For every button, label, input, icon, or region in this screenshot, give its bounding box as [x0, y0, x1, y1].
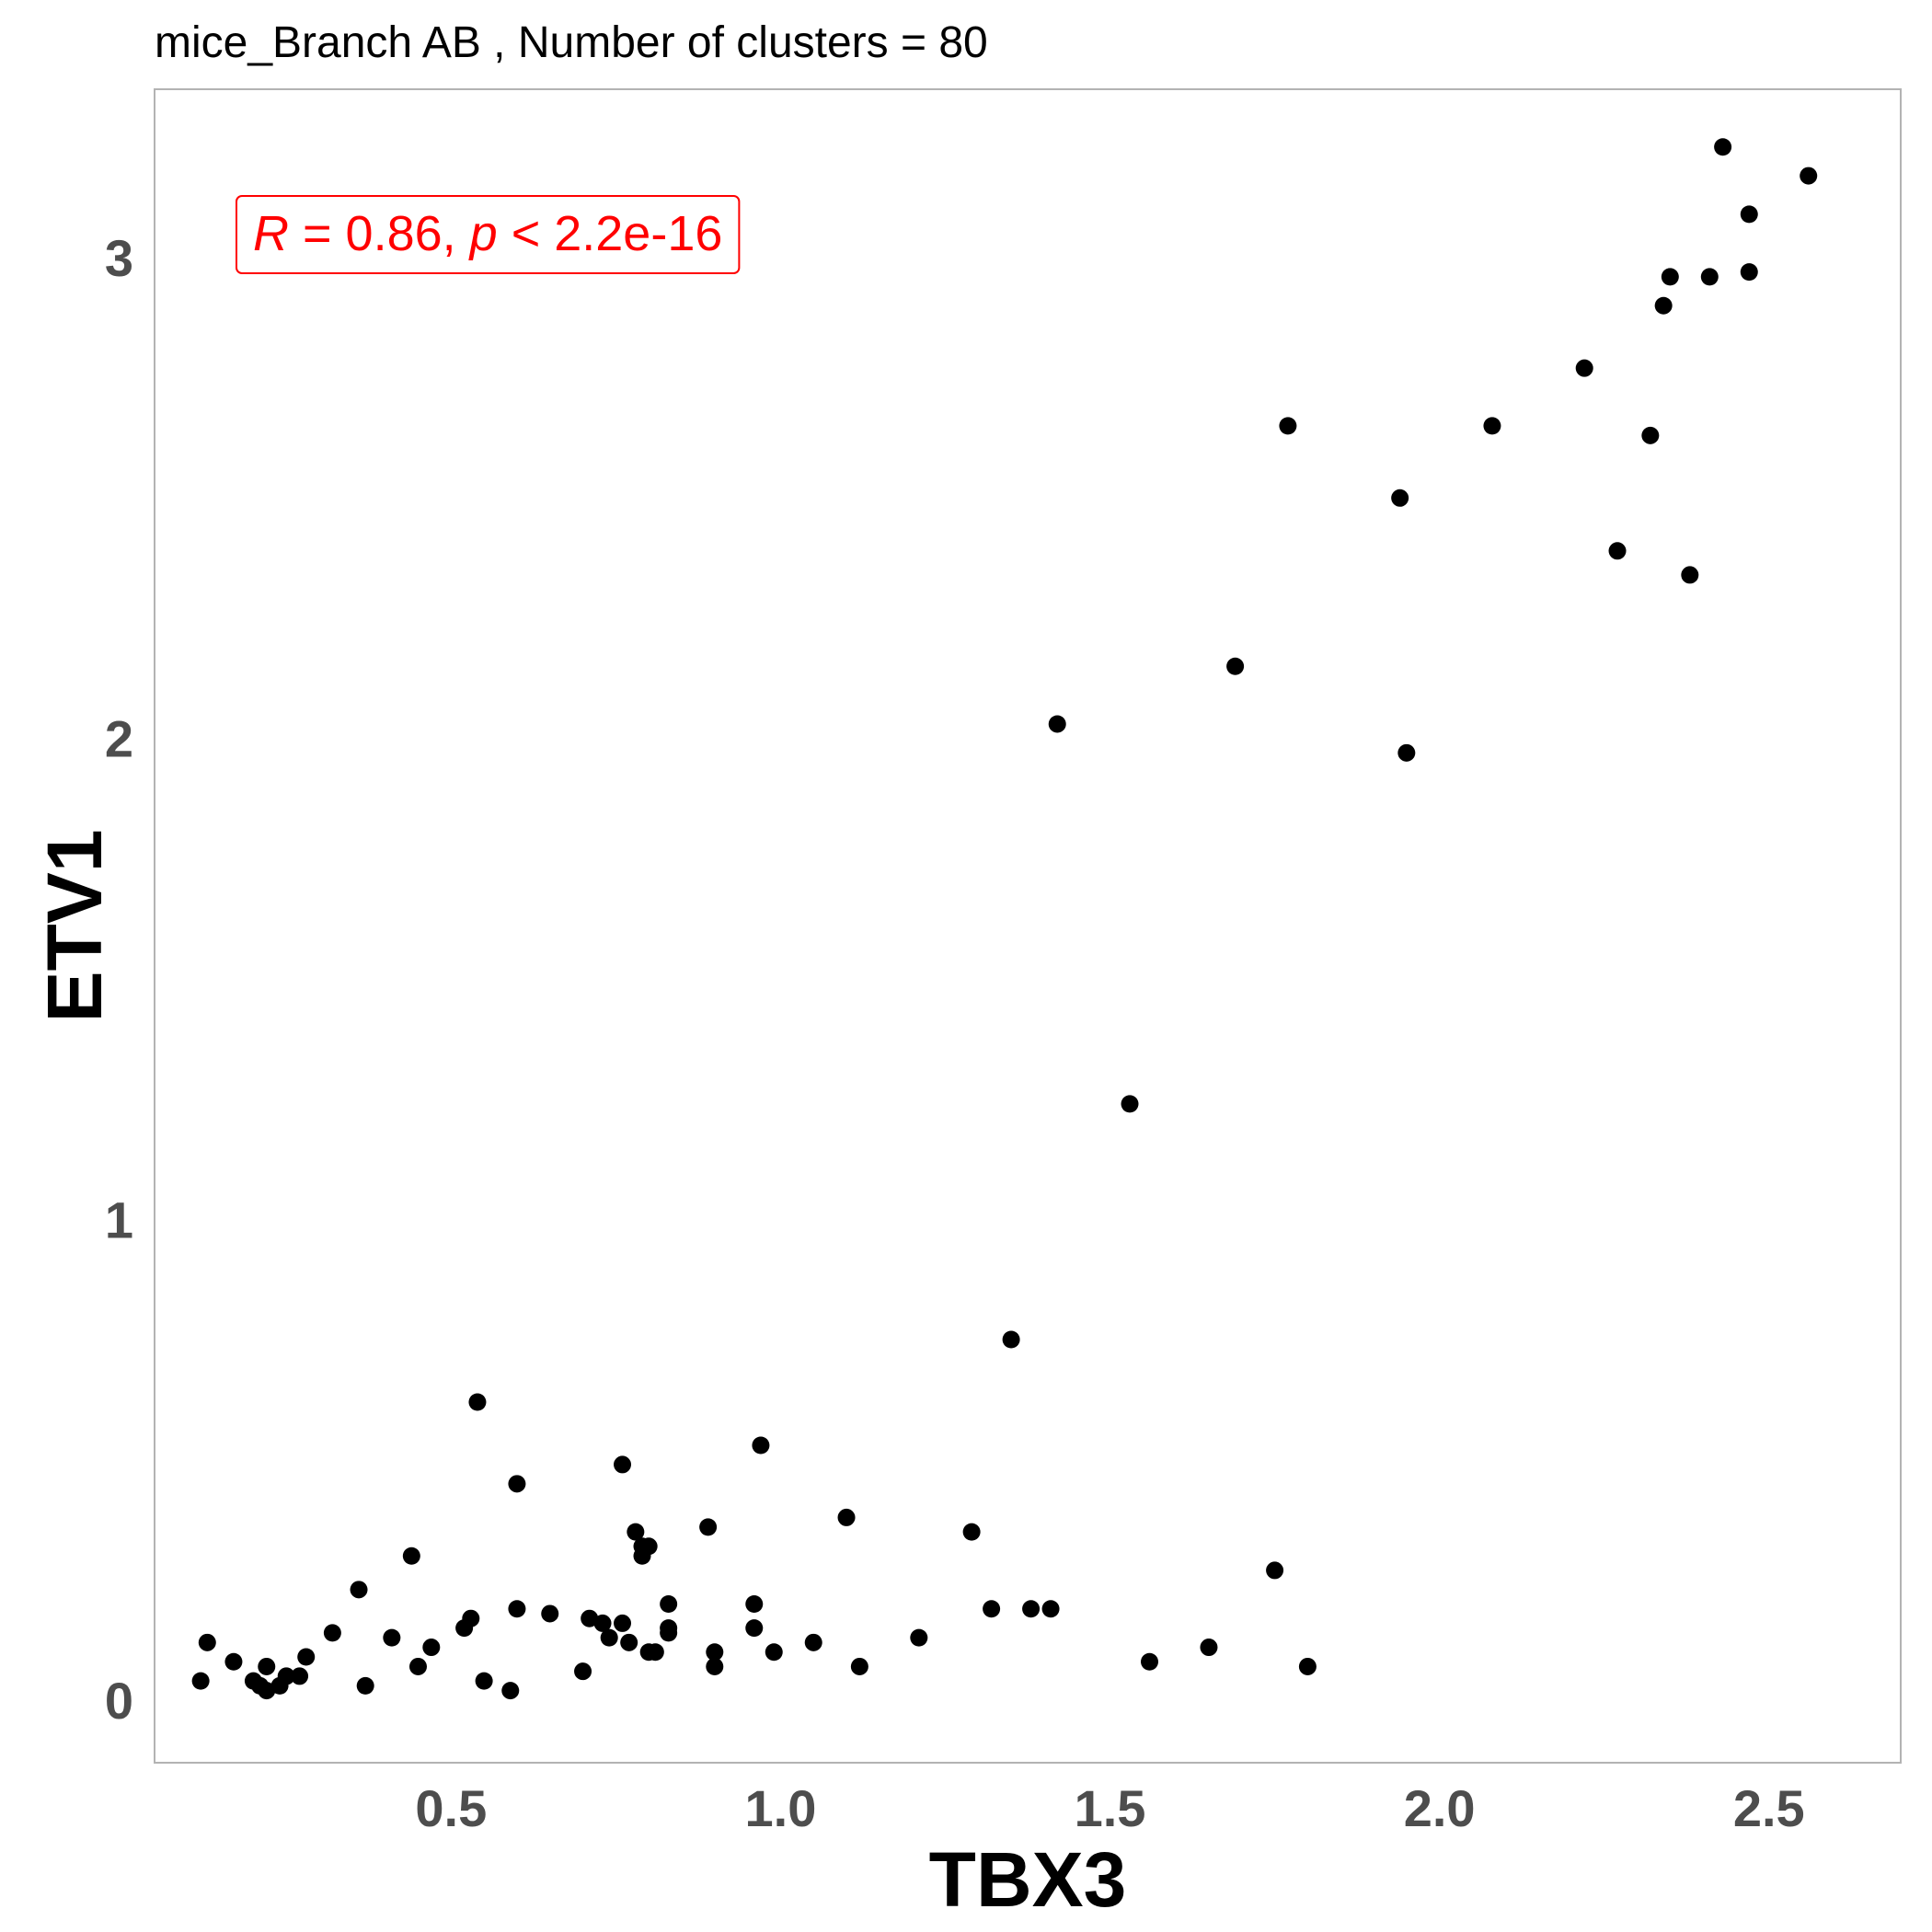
data-point	[1681, 566, 1699, 584]
r-symbol: R	[253, 206, 289, 261]
data-point	[850, 1657, 868, 1675]
data-point	[508, 1475, 526, 1493]
data-points	[191, 138, 1818, 1700]
data-point	[541, 1604, 559, 1623]
correlation-annotation: R = 0.86, p < 2.2e-16	[236, 195, 741, 274]
data-point	[291, 1667, 309, 1685]
data-point	[1740, 205, 1758, 224]
data-point	[1200, 1639, 1218, 1657]
data-point	[383, 1628, 401, 1647]
data-point	[224, 1652, 243, 1671]
data-point	[1041, 1600, 1060, 1618]
x-axis-title: TBX3	[929, 1836, 1127, 1923]
data-point	[1022, 1600, 1041, 1618]
data-point	[356, 1676, 374, 1695]
data-point	[501, 1682, 520, 1700]
annotation-text: R = 0.86, p < 2.2e-16	[253, 206, 722, 261]
data-point	[660, 1595, 678, 1614]
data-point	[191, 1672, 210, 1690]
y-tick-label: 0	[105, 1672, 133, 1730]
data-point	[198, 1633, 216, 1651]
data-point	[1048, 715, 1066, 733]
data-point	[627, 1523, 645, 1541]
data-point	[1700, 268, 1719, 286]
data-point	[350, 1581, 368, 1599]
data-point	[706, 1643, 724, 1662]
data-point	[600, 1628, 618, 1647]
x-tick-label: 1.5	[1075, 1779, 1146, 1837]
data-point	[1483, 417, 1501, 435]
x-tick-label: 1.0	[744, 1779, 816, 1837]
y-tick-label: 1	[105, 1190, 133, 1248]
y-tick-label: 3	[105, 229, 133, 287]
x-tick-label: 2.5	[1733, 1779, 1805, 1837]
data-point	[1654, 296, 1673, 315]
data-point	[297, 1648, 316, 1666]
data-point	[1800, 167, 1818, 185]
p-symbol: p	[468, 206, 498, 261]
data-point	[660, 1624, 678, 1642]
data-point	[837, 1508, 856, 1526]
data-point	[581, 1609, 599, 1627]
data-point	[1397, 743, 1416, 762]
data-point	[1714, 138, 1732, 156]
data-point	[1608, 542, 1627, 560]
data-point	[574, 1662, 592, 1681]
y-tick-label: 2	[105, 710, 133, 768]
data-point	[614, 1455, 632, 1474]
x-tick-label: 2.0	[1404, 1779, 1476, 1837]
y-axis-ticks: 0 1 2 3	[105, 229, 133, 1730]
data-point	[765, 1643, 783, 1662]
data-point	[646, 1643, 664, 1662]
data-point	[1740, 263, 1758, 282]
x-axis-ticks: 0.5 1.0 1.5 2.0 2.5	[415, 1779, 1804, 1837]
data-point	[455, 1619, 474, 1638]
data-point	[258, 1682, 276, 1700]
annotation-box	[236, 195, 741, 274]
data-point	[270, 1676, 289, 1695]
r-value: = 0.86,	[289, 206, 470, 261]
data-point	[745, 1619, 764, 1638]
data-point	[422, 1639, 441, 1657]
data-point	[983, 1600, 1001, 1618]
data-point	[402, 1547, 420, 1565]
data-point	[1121, 1095, 1139, 1113]
data-point	[1298, 1657, 1317, 1675]
data-point	[1002, 1330, 1020, 1349]
data-point	[614, 1614, 632, 1632]
data-point	[508, 1600, 526, 1618]
data-point	[706, 1657, 724, 1675]
data-point	[1266, 1561, 1284, 1580]
data-point	[620, 1633, 638, 1651]
data-point	[323, 1624, 341, 1642]
data-point	[962, 1523, 981, 1541]
chart-title: mice_Branch AB , Number of clusters = 80	[155, 18, 988, 67]
data-point	[910, 1628, 928, 1647]
data-point	[745, 1595, 764, 1614]
data-point	[475, 1672, 493, 1690]
data-point	[752, 1436, 770, 1455]
y-axis-title: ETV1	[31, 829, 118, 1022]
data-point	[1279, 417, 1297, 435]
data-point	[633, 1547, 651, 1565]
data-point	[408, 1657, 427, 1675]
data-point	[804, 1633, 822, 1651]
x-tick-label: 0.5	[415, 1779, 487, 1837]
data-point	[1641, 426, 1660, 444]
data-point	[258, 1657, 276, 1675]
data-point	[1391, 489, 1409, 507]
p-value: < 2.2e-16	[498, 206, 723, 261]
plot-panel	[154, 88, 1902, 1764]
data-point	[1661, 268, 1679, 286]
data-point	[1226, 657, 1245, 675]
data-point	[1575, 359, 1593, 377]
data-point	[699, 1518, 718, 1536]
data-point	[593, 1614, 612, 1632]
data-point	[1141, 1652, 1159, 1671]
data-point	[468, 1393, 487, 1411]
